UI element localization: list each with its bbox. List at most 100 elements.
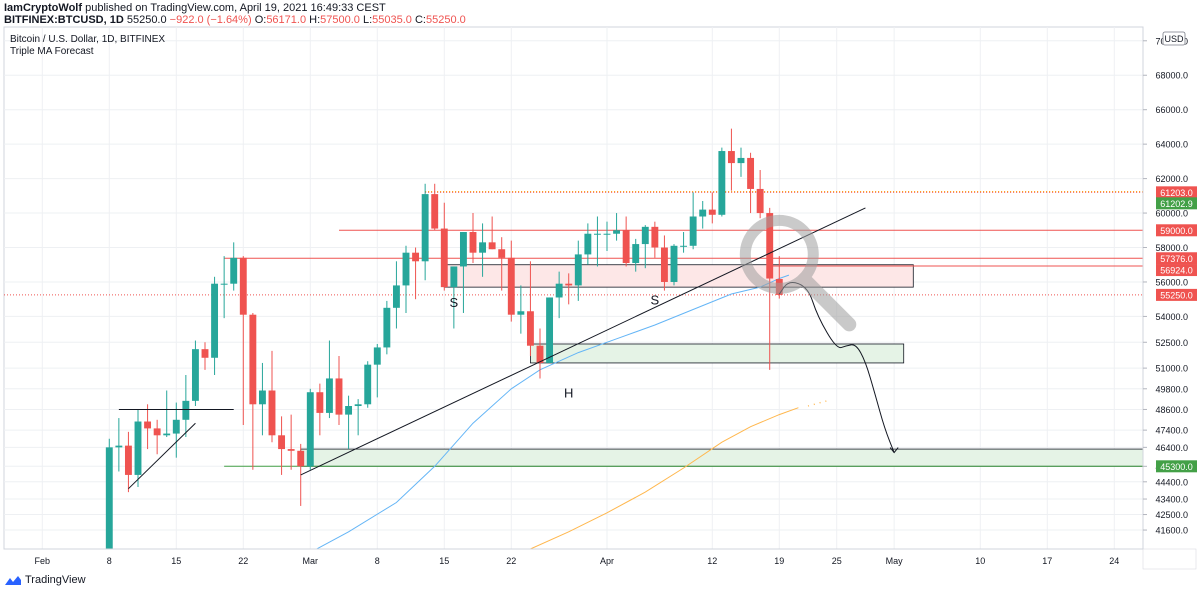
time-tick-label: 17 bbox=[1042, 556, 1052, 566]
candle-body bbox=[613, 230, 621, 234]
candle-body bbox=[584, 233, 592, 255]
candle bbox=[603, 221, 611, 251]
candle bbox=[708, 192, 716, 224]
candle bbox=[230, 242, 238, 291]
candle-body bbox=[727, 151, 735, 164]
price-label-box bbox=[1156, 264, 1197, 277]
price-label-text: 59000.0 bbox=[1160, 226, 1193, 236]
open-label: O: bbox=[254, 14, 267, 26]
candle-body bbox=[708, 209, 716, 215]
candle bbox=[211, 276, 219, 375]
time-tick-label: 15 bbox=[171, 556, 181, 566]
price-label-box bbox=[1156, 197, 1197, 210]
pattern-label: S bbox=[651, 292, 660, 307]
indicator-legend[interactable]: Triple MA Forecast bbox=[10, 46, 94, 57]
candle-body bbox=[105, 447, 113, 549]
candle bbox=[373, 343, 381, 398]
price-tick-label: 47400.0 bbox=[1155, 426, 1188, 436]
candle-body bbox=[421, 194, 429, 262]
price-axis: 41600.042500.043400.044400.045300.046400… bbox=[1143, 31, 1188, 536]
candle bbox=[593, 216, 601, 267]
candle bbox=[536, 328, 544, 379]
candle-body bbox=[383, 307, 391, 348]
candle bbox=[220, 256, 228, 319]
price-label-text: 57376.0 bbox=[1160, 254, 1193, 264]
price-label-box bbox=[1156, 224, 1197, 237]
candle-body bbox=[115, 445, 123, 448]
candle bbox=[105, 438, 113, 549]
tradingview-logo-icon bbox=[5, 576, 21, 585]
price-label-box bbox=[1156, 252, 1197, 265]
time-tick-label: Feb bbox=[35, 556, 51, 566]
candle bbox=[345, 395, 353, 450]
price-tick-label: 52500.0 bbox=[1155, 338, 1188, 348]
price-label: 61203.0 bbox=[1156, 186, 1197, 199]
magnifier-icon bbox=[739, 214, 857, 332]
candle-body bbox=[593, 233, 601, 235]
candle bbox=[689, 192, 697, 250]
candle bbox=[335, 356, 343, 425]
price-tick-label: 49800.0 bbox=[1155, 384, 1188, 394]
candle bbox=[555, 271, 563, 319]
candle-body bbox=[603, 233, 611, 235]
series-legend-title[interactable]: Bitcoin / U.S. Dollar, 1D, BITFINEX bbox=[10, 34, 166, 45]
candle bbox=[699, 201, 707, 229]
candle-body bbox=[287, 449, 295, 451]
candle bbox=[402, 245, 410, 313]
candle bbox=[182, 375, 190, 438]
time-tick-label: May bbox=[886, 556, 904, 566]
candle-body bbox=[335, 378, 343, 415]
candle bbox=[306, 388, 314, 470]
candle bbox=[431, 183, 439, 231]
candle-body bbox=[412, 252, 420, 262]
candle-body bbox=[249, 314, 257, 405]
time-tick-label: 24 bbox=[1109, 556, 1119, 566]
candle bbox=[459, 232, 467, 313]
price-label-box bbox=[1156, 460, 1197, 473]
candle-body bbox=[450, 266, 458, 288]
price-tick-label: 42500.0 bbox=[1155, 510, 1188, 520]
price-tick-label: 41600.0 bbox=[1155, 526, 1188, 536]
symbol-label: BITFINEX:BTCUSD, 1D bbox=[4, 14, 124, 26]
candle bbox=[383, 300, 391, 355]
candle bbox=[364, 361, 372, 408]
candle-body bbox=[402, 252, 410, 286]
candle-body bbox=[565, 283, 573, 286]
candle-body bbox=[689, 216, 697, 246]
low-value: 55035.0 bbox=[372, 14, 412, 26]
price-tick-label: 43400.0 bbox=[1155, 495, 1188, 505]
candle bbox=[191, 340, 199, 407]
candle bbox=[450, 266, 458, 329]
author-name[interactable]: IamCryptoWolf bbox=[4, 2, 83, 14]
candle bbox=[354, 399, 362, 436]
candle bbox=[325, 340, 333, 419]
candle bbox=[641, 225, 649, 269]
ma-slow-line bbox=[530, 407, 799, 549]
price-tick-label: 48600.0 bbox=[1155, 405, 1188, 415]
candle bbox=[144, 404, 152, 450]
candle-body bbox=[258, 390, 266, 405]
high-value: 57500.0 bbox=[320, 14, 360, 26]
candle bbox=[440, 202, 448, 291]
plot-content: S S H bbox=[4, 128, 1143, 549]
candle-body bbox=[660, 247, 668, 282]
candle-body bbox=[268, 390, 276, 436]
candle-body bbox=[747, 157, 755, 189]
price-label-text: 61203.0 bbox=[1160, 188, 1193, 198]
plot-area bbox=[3, 26, 1144, 550]
published-text: published on TradingView.com, April 19, … bbox=[85, 2, 386, 14]
candle-body bbox=[469, 232, 477, 253]
candle bbox=[651, 221, 659, 258]
candle-body bbox=[182, 400, 190, 420]
candle-body bbox=[517, 311, 525, 315]
brand-label[interactable]: TradingView bbox=[25, 574, 86, 586]
price-tick-label: 60000.0 bbox=[1155, 209, 1188, 219]
candle-body bbox=[555, 283, 563, 298]
candle-body bbox=[507, 257, 515, 315]
time-tick-label: 8 bbox=[107, 556, 112, 566]
price-label-text: 61202.9 bbox=[1160, 199, 1193, 209]
candle-body bbox=[325, 378, 333, 413]
last-price: 55250.0 bbox=[126, 14, 167, 26]
